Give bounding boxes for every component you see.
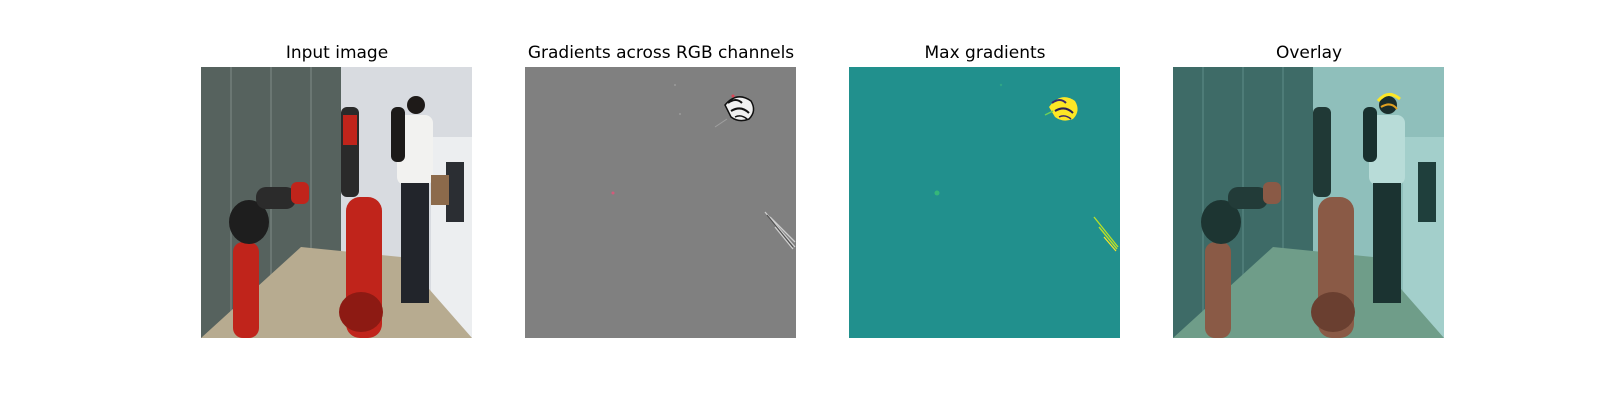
panel-title-input: Input image (285, 43, 389, 63)
input-image (201, 67, 472, 338)
panel-title-overlay: Overlay (1275, 43, 1343, 63)
input-image-panel (201, 67, 472, 338)
max-gradients-map (849, 67, 1120, 338)
overlay-image (1173, 67, 1444, 338)
overlay-panel (1173, 67, 1444, 338)
panel-title-max-gradients: Max gradients (924, 43, 1046, 63)
max-gradients-panel (849, 67, 1120, 338)
rgb-gradients-panel (525, 67, 796, 338)
panel-title-rgb-gradients: Gradients across RGB channels (527, 43, 795, 63)
rgb-gradients-map (525, 67, 796, 338)
